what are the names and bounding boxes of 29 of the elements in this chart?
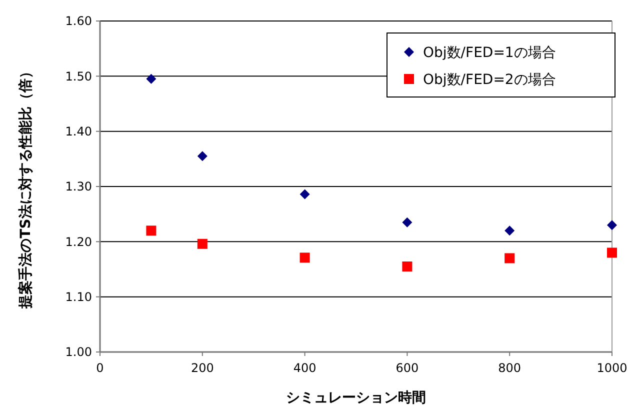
x-tick-label: 0 [96,361,104,375]
y-tick-label: 1.40 [65,124,92,139]
y-tick-label: 1.50 [65,69,92,84]
y-tick-label: 1.10 [65,290,92,304]
x-tick-label: 200 [190,361,214,375]
y-tick-label: 1.60 [65,14,92,28]
y-tick-label: 1.30 [65,180,92,194]
x-tick-label: 600 [396,361,419,375]
point [197,238,208,249]
point [300,189,310,200]
point [607,220,617,230]
point [146,74,156,84]
y-tick-label: 1.20 [65,234,92,249]
point [402,261,412,272]
y-axis-title: 提案手法のTS法に対する性能比（倍） [17,64,34,310]
point [504,253,515,264]
point [607,248,617,258]
point [146,226,156,236]
point [300,252,310,263]
y-tick-label: 1.00 [65,345,92,360]
point [504,226,515,236]
legend-label: Obj数/FED=1の場合 [423,44,556,61]
x-tick-label: 1000 [596,361,628,375]
point [197,151,208,162]
x-tick-label: 800 [498,361,522,375]
point [402,217,412,228]
legend-label: Obj数/FED=2の場合 [423,72,556,88]
x-tick-label: 400 [293,361,316,375]
x-axis-title: シミュレーション時間 [286,390,426,406]
